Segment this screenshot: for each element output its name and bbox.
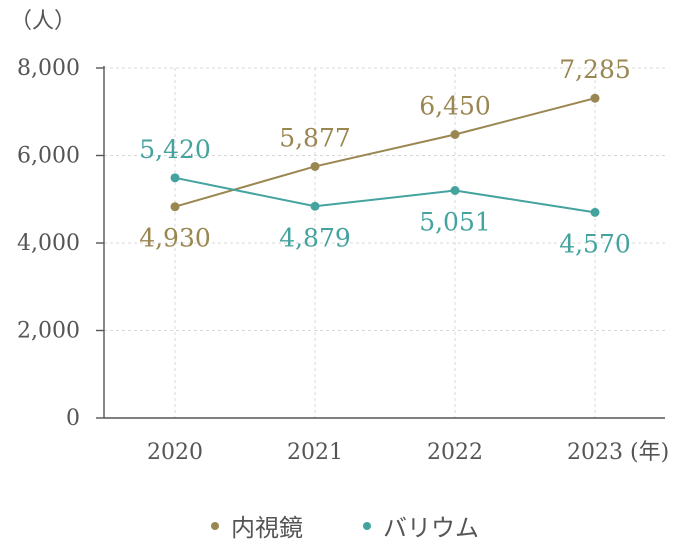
x-axis-unit: (年) (630, 440, 669, 465)
y-tick-label: 6,000 (17, 144, 80, 169)
data-point (170, 173, 180, 183)
data-point (450, 186, 460, 195)
x-tick-label: 2023 (567, 440, 623, 465)
y-tick-label: 8,000 (17, 56, 80, 81)
y-tick-labels: 0 2,000 4,000 6,000 8,000 (17, 56, 80, 431)
y-tick-label: 4,000 (17, 231, 80, 256)
data-label: 4,879 (279, 223, 351, 252)
x-tick-label: 2021 (287, 440, 343, 465)
data-label: 4,570 (559, 229, 631, 258)
data-label: 7,285 (559, 55, 631, 84)
legend-item-endoscope: 内視鏡 (211, 508, 303, 543)
x-tick-label: 2022 (427, 440, 483, 465)
data-label: 5,420 (139, 135, 211, 164)
axes (96, 66, 665, 419)
data-point (310, 201, 320, 211)
data-label: 5,877 (279, 123, 351, 152)
legend-marker-endoscope (211, 521, 219, 530)
y-axis-unit: （人） (10, 9, 76, 34)
legend-marker-barium (363, 521, 371, 530)
y-tick-label: 2,000 (17, 319, 80, 344)
data-label: 5,051 (419, 208, 491, 237)
series-endoscope: 4,930 5,877 6,450 7,285 (139, 55, 631, 253)
x-tick-labels: 2020 2021 2022 2023 (年) (147, 440, 669, 465)
legend-label-endoscope: 内視鏡 (231, 514, 303, 542)
data-point (310, 161, 320, 171)
legend-label-barium: バリウム (383, 514, 479, 542)
y-tick-label: 0 (66, 406, 80, 431)
data-label: 4,930 (139, 224, 211, 253)
series-line (174, 97, 596, 208)
data-point (590, 93, 600, 103)
series-line (174, 176, 596, 214)
data-point (170, 202, 180, 212)
data-point (450, 130, 460, 139)
legend: 内視鏡 バリウム (0, 508, 690, 543)
data-label: 6,450 (419, 92, 491, 121)
x-tick-label: 2020 (147, 440, 203, 465)
grid-lines (104, 67, 665, 418)
series-layer: 4,930 5,877 6,450 7,285 5,420 4,879 5,051 4,570 (139, 55, 631, 258)
series-barium: 5,420 4,879 5,051 4,570 (139, 135, 631, 259)
data-point (590, 207, 600, 217)
legend-item-barium: バリウム (363, 508, 479, 543)
